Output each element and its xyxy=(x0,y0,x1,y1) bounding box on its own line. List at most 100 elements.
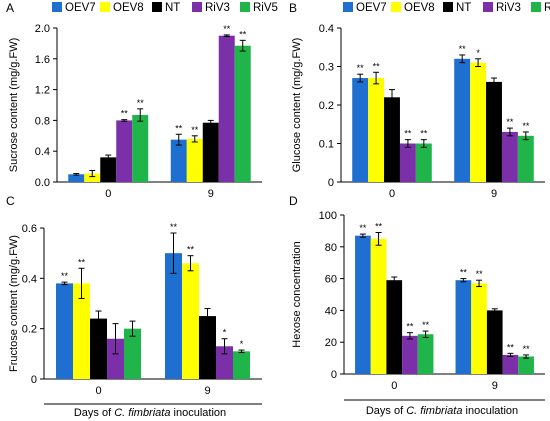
legend-swatch-OEV7 xyxy=(52,2,62,12)
bar-OEV7 xyxy=(355,235,371,374)
panel-letter: D xyxy=(289,194,298,208)
bar-OEV7 xyxy=(164,253,182,379)
y-tick-label: 2.0 xyxy=(35,23,50,35)
footer-left-suffix: inoculation xyxy=(170,407,226,419)
y-tick-label: 0 xyxy=(328,177,334,189)
bar-RiV5 xyxy=(417,334,434,374)
x-tick-label: 0 xyxy=(105,188,111,200)
legend: OEV7 OEV8 NT RiV3 RiV5 xyxy=(343,2,550,14)
footer-right-prefix: Days of xyxy=(366,405,406,417)
bar-OEV7 xyxy=(454,58,471,182)
y-axis-label: Hexose concentration xyxy=(291,241,303,347)
legend-swatch-RiV5 xyxy=(240,2,250,12)
bar-OEV7 xyxy=(455,280,472,374)
significance-mark: * xyxy=(240,339,244,349)
significance-mark: ** xyxy=(170,222,178,232)
bar-NT xyxy=(386,280,403,374)
legend-label: OEV8 xyxy=(404,2,435,14)
legend-label: OEV7 xyxy=(65,2,96,14)
x-tick-label: 9 xyxy=(491,188,497,200)
significance-mark: ** xyxy=(78,257,86,267)
legend-swatch-RiV5 xyxy=(531,2,541,12)
bar-OEV8 xyxy=(471,283,487,374)
y-tick-label: 0.4 xyxy=(35,146,50,158)
panel-letter: B xyxy=(289,1,297,15)
legend-label: RiV5 xyxy=(253,2,278,14)
footer-right-suffix: inoculation xyxy=(462,405,518,417)
significance-mark: ** xyxy=(507,342,515,352)
bar-NT xyxy=(486,310,503,374)
legend-label: OEV7 xyxy=(356,2,387,14)
significance-mark: ** xyxy=(191,125,199,135)
legend-swatch-NT xyxy=(152,2,162,12)
bar-NT xyxy=(486,81,502,182)
y-tick-label: 0.1 xyxy=(319,139,334,151)
y-tick-label: 0.8 xyxy=(35,115,50,127)
x-tick-label: 0 xyxy=(391,380,397,392)
significance-mark: ** xyxy=(375,221,383,231)
significance-mark: ** xyxy=(187,245,195,255)
bar-OEV7 xyxy=(68,174,85,182)
footer-left-species: C. fimbriata xyxy=(114,407,170,419)
bar-OEV8 xyxy=(84,173,101,182)
legend-label: RiV3 xyxy=(205,2,230,14)
x-tick-label: 0 xyxy=(389,188,395,200)
significance-mark: ** xyxy=(373,61,381,71)
bar-RiV5 xyxy=(132,115,149,182)
bar-RiV3 xyxy=(502,354,519,374)
legend-label: RiV5 xyxy=(544,2,550,14)
bar-NT xyxy=(89,318,108,379)
chart-panel-B: B 0 0.1 0.2 0.3 0.4 Glucose content (mg/g.FW) 0… xyxy=(289,1,550,200)
bar-NT xyxy=(202,122,219,182)
chart-panel-D: D 0 20 40 60 80 100 Hexose concentration 0 ** ** **… xyxy=(289,194,545,392)
significance-mark: ** xyxy=(459,44,467,54)
significance-mark: ** xyxy=(506,117,514,127)
bar-OEV8 xyxy=(72,283,90,379)
bar-OEV7 xyxy=(55,283,73,379)
y-axis-label: Glucose content (mg/g.FW) xyxy=(291,38,303,173)
significance-mark: ** xyxy=(404,129,412,139)
significance-mark: ** xyxy=(522,121,530,131)
bar-RiV5 xyxy=(518,356,534,374)
bar-RiV3 xyxy=(116,120,133,182)
legend-swatch-RiV3 xyxy=(483,2,493,12)
significance-mark: ** xyxy=(359,223,367,233)
bar-OEV8 xyxy=(186,138,203,182)
y-tick-label: 0.4 xyxy=(319,23,334,35)
bar-RiV3 xyxy=(218,35,235,183)
significance-mark: * xyxy=(223,328,227,338)
legend-swatch-OEV8 xyxy=(100,2,110,12)
y-tick-label: 40 xyxy=(325,305,337,317)
y-tick-label: 20 xyxy=(325,337,337,349)
footer-left-label: Days of C. fimbriata inoculation xyxy=(74,407,226,419)
y-tick-label: 0.3 xyxy=(319,62,334,74)
x-tick-label: 9 xyxy=(208,188,214,200)
footer-right-species: C. fimbriata xyxy=(406,405,462,417)
y-tick-label: 0 xyxy=(31,374,37,386)
bar-OEV8 xyxy=(181,263,199,379)
x-tick-label: 0 xyxy=(95,385,101,397)
y-tick-label: 0.4 xyxy=(22,273,37,285)
panel-letter: A xyxy=(6,1,14,15)
significance-mark: ** xyxy=(175,123,183,133)
x-tick-label: 9 xyxy=(492,380,498,392)
bar-RiV3 xyxy=(216,346,234,379)
bar-OEV7 xyxy=(352,78,369,182)
significance-mark: ** xyxy=(223,24,231,34)
y-tick-label: 1.6 xyxy=(35,54,50,66)
bar-OEV7 xyxy=(170,139,187,182)
bar-NT xyxy=(100,157,117,182)
significance-mark: ** xyxy=(406,322,414,332)
bar-RiV5 xyxy=(415,143,432,182)
bar-NT xyxy=(384,97,400,182)
legend-label: NT xyxy=(165,2,180,14)
bar-RiV3 xyxy=(107,338,125,379)
footer-right: Days of C. fimbriata inoculation xyxy=(344,399,545,417)
legend-swatch-OEV7 xyxy=(343,2,353,12)
y-tick-label: 1.2 xyxy=(35,85,50,97)
legend-swatch-NT xyxy=(443,2,453,12)
y-axis-label: Fructose content (mg/g.FW) xyxy=(8,235,20,372)
legend-label: NT xyxy=(456,2,471,14)
bar-RiV3 xyxy=(399,143,416,182)
